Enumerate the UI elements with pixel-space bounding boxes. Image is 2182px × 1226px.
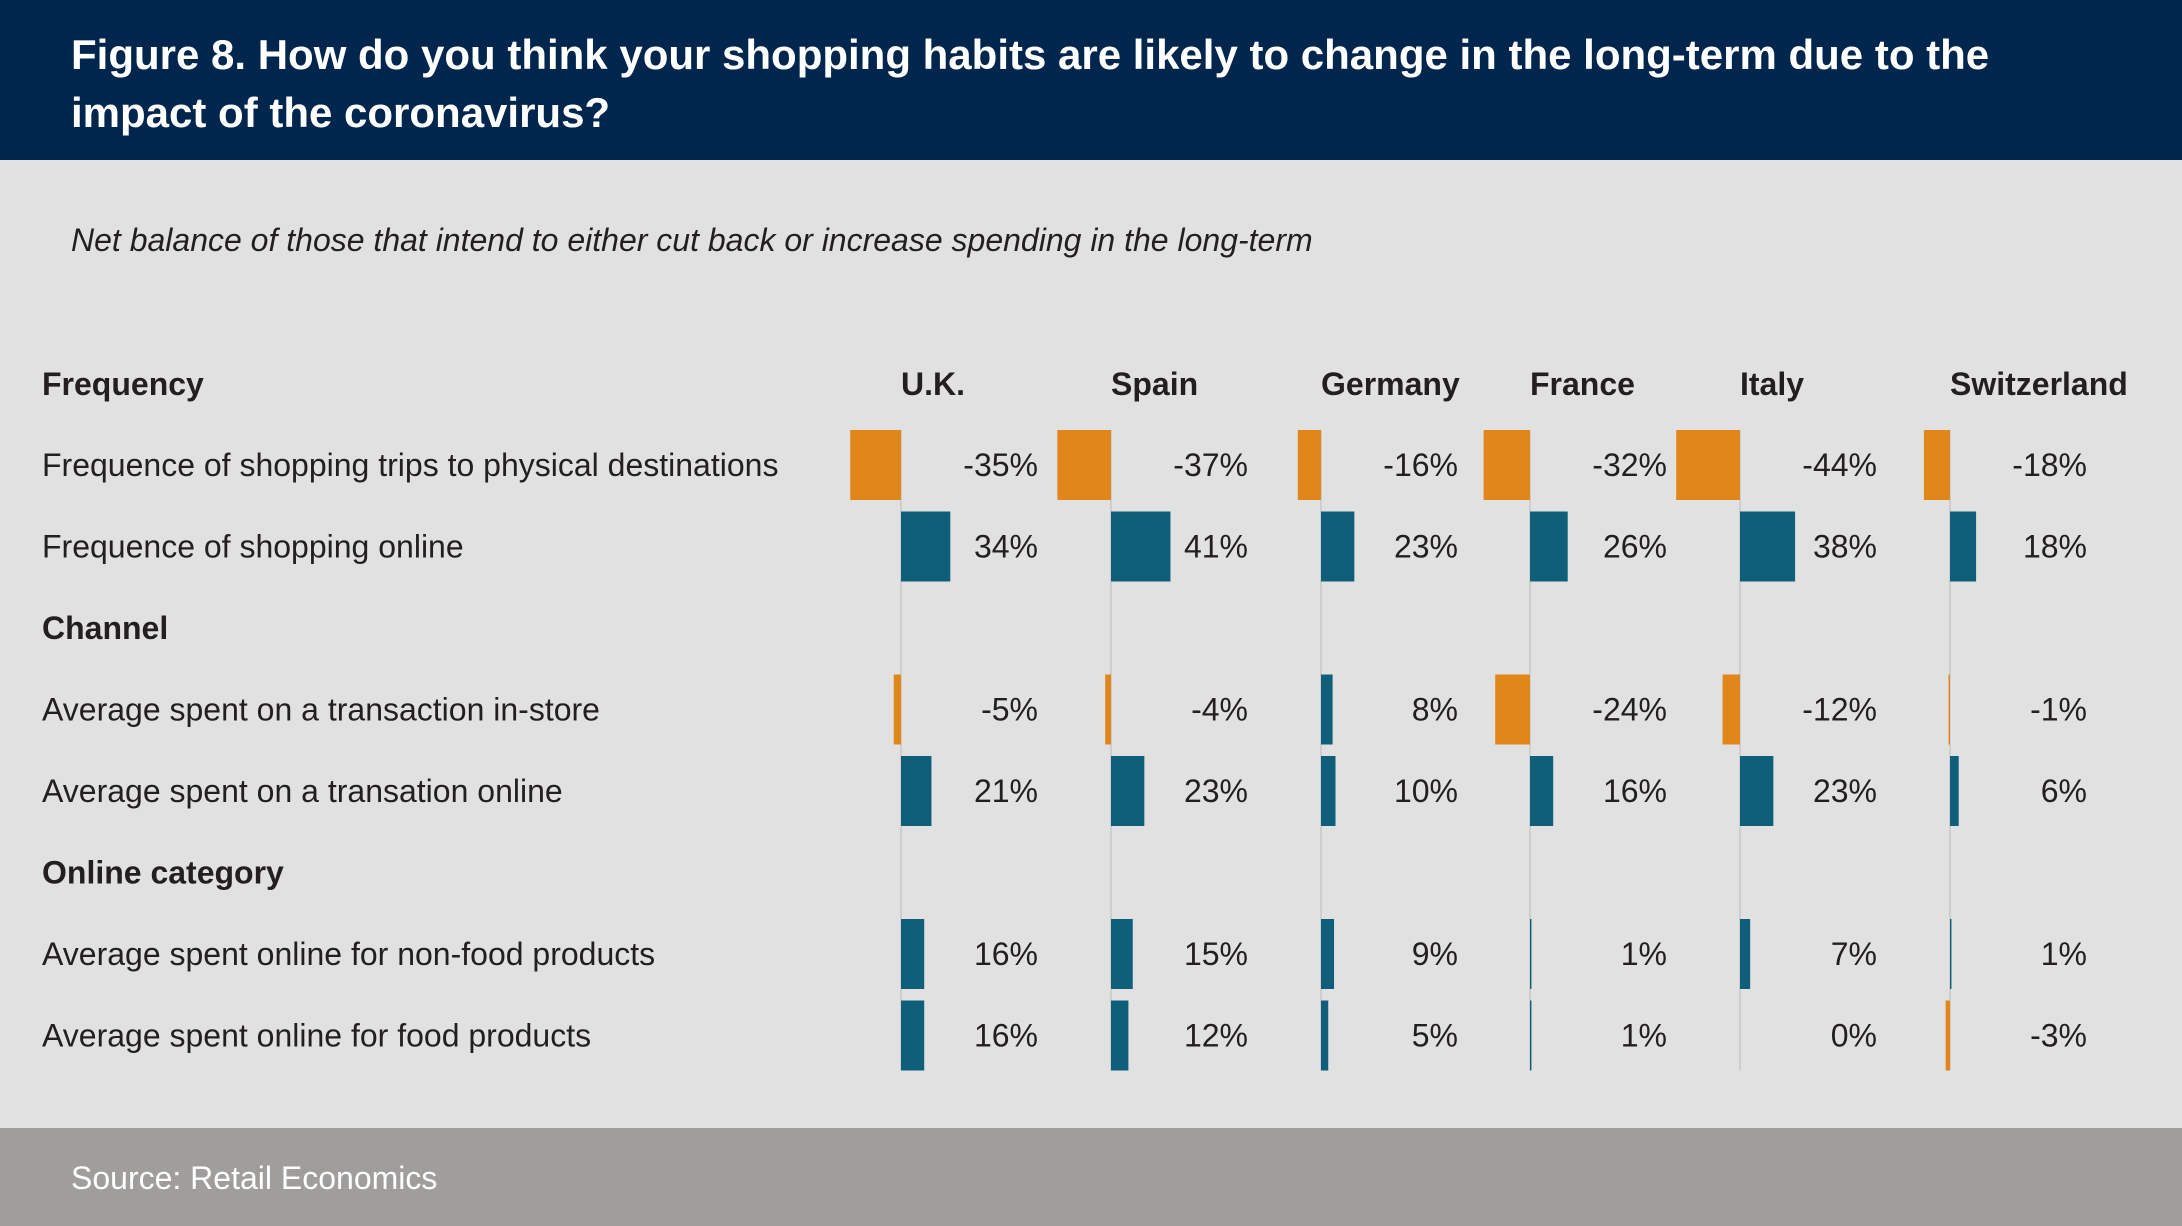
- bar: [1740, 756, 1774, 826]
- bar: [1483, 430, 1530, 500]
- chart-area: U.K. Spain Germany France Italy Switzerland Fr…: [42, 366, 2128, 1071]
- country-header: Switzerland: [1950, 366, 2128, 402]
- bar: [1948, 674, 1950, 745]
- value-label: 12%: [1184, 1018, 1248, 1054]
- bar: [1923, 430, 1950, 500]
- bar: [901, 919, 925, 989]
- value-label: 8%: [1412, 692, 1458, 728]
- value-label: -24%: [1592, 692, 1667, 728]
- value-label: -4%: [1191, 692, 1248, 728]
- bar: [1676, 430, 1740, 500]
- value-label: -3%: [2030, 1018, 2087, 1054]
- value-label: 1%: [1621, 1018, 1667, 1054]
- bar: [1111, 511, 1171, 582]
- chart-footer: Source: Retail Economics: [0, 1128, 2182, 1226]
- country-header: Italy: [1740, 366, 1804, 402]
- chart-title: Figure 8. How do you think your shopping…: [71, 31, 1990, 136]
- value-label: 16%: [974, 936, 1038, 972]
- value-label: 41%: [1184, 529, 1248, 565]
- value-label: 16%: [1603, 773, 1667, 809]
- bar: [1530, 1000, 1532, 1071]
- group-heading: Frequency: [42, 366, 204, 402]
- bar: [850, 430, 901, 500]
- value-label: -32%: [1592, 447, 1667, 483]
- bar: [1321, 919, 1335, 989]
- value-label: 1%: [1621, 936, 1667, 972]
- value-label: 1%: [2041, 936, 2087, 972]
- bar: [901, 1000, 925, 1071]
- bar: [1057, 430, 1111, 500]
- value-label: -37%: [1173, 447, 1248, 483]
- bar: [1111, 756, 1145, 826]
- bar: [1722, 674, 1740, 745]
- value-label: -35%: [963, 447, 1038, 483]
- value-label: 16%: [974, 1018, 1038, 1054]
- bar: [1495, 674, 1530, 745]
- value-label: 10%: [1394, 773, 1458, 809]
- bar: [1530, 511, 1568, 582]
- value-label: 23%: [1813, 773, 1877, 809]
- bar: [1950, 756, 1959, 826]
- country-header: Spain: [1111, 366, 1198, 402]
- value-label: 7%: [1831, 936, 1877, 972]
- value-label: -44%: [1802, 447, 1877, 483]
- row-label: Average spent online for non-food produc…: [42, 936, 655, 972]
- value-label: 26%: [1603, 529, 1667, 565]
- bar: [1530, 756, 1554, 826]
- bar: [893, 674, 901, 745]
- bar: [1950, 919, 1952, 989]
- value-label: 34%: [974, 529, 1038, 565]
- value-label: 18%: [2023, 529, 2087, 565]
- group-heading: Online category: [42, 855, 284, 891]
- bar: [1740, 919, 1751, 989]
- country-header: France: [1530, 366, 1635, 402]
- bar: [1105, 674, 1111, 745]
- value-label: 23%: [1394, 529, 1458, 565]
- value-label: 5%: [1412, 1018, 1458, 1054]
- bar: [901, 756, 932, 826]
- source-note: Source: Retail Economics: [71, 1160, 438, 1196]
- group-heading: Channel: [42, 610, 168, 646]
- bar: [1111, 919, 1133, 989]
- bar: [1111, 1000, 1129, 1071]
- chart-header: Figure 8. How do you think your shopping…: [0, 0, 2182, 160]
- bar: [1321, 674, 1333, 745]
- chart-subtitle: Net balance of those that intend to eith…: [71, 222, 1313, 258]
- value-label: 15%: [1184, 936, 1248, 972]
- value-label: -18%: [2012, 447, 2087, 483]
- row-label: Average spent online for food products: [42, 1018, 591, 1054]
- value-label: 6%: [2041, 773, 2087, 809]
- value-label: 38%: [1813, 529, 1877, 565]
- value-label: 23%: [1184, 773, 1248, 809]
- value-label: 21%: [974, 773, 1038, 809]
- bar: [1950, 511, 1977, 582]
- bar: [1740, 511, 1796, 582]
- bar: [1297, 430, 1321, 500]
- row-label: Average spent on a transaction in-store: [42, 692, 600, 728]
- row-label: Average spent on a transation online: [42, 773, 563, 809]
- bar: [1321, 511, 1355, 582]
- value-label: -5%: [981, 692, 1038, 728]
- country-header: U.K.: [901, 366, 965, 402]
- bar: [1530, 919, 1532, 989]
- row-label: Frequence of shopping online: [42, 529, 464, 565]
- value-label: -12%: [1802, 692, 1877, 728]
- value-label: 9%: [1412, 936, 1458, 972]
- bar: [1321, 1000, 1329, 1071]
- value-label: -1%: [2030, 692, 2087, 728]
- row-label: Frequence of shopping trips to physical …: [42, 447, 778, 483]
- value-label: -16%: [1383, 447, 1458, 483]
- value-label: 0%: [1831, 1018, 1877, 1054]
- bar: [1945, 1000, 1950, 1071]
- bar: [1321, 756, 1336, 826]
- bar: [901, 511, 951, 582]
- country-header: Germany: [1321, 366, 1460, 402]
